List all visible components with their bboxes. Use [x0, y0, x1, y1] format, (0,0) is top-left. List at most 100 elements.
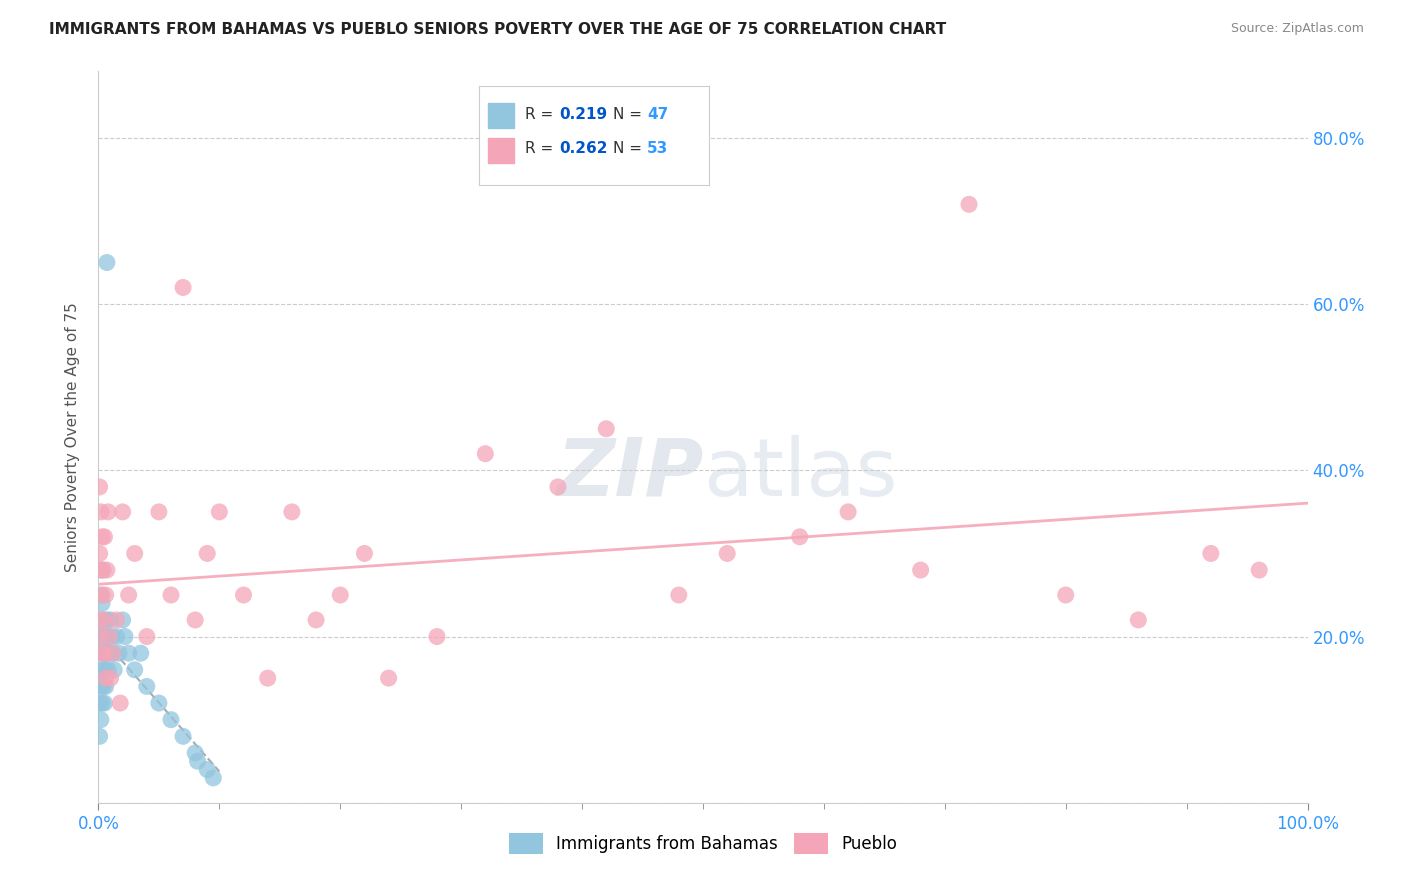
Point	[789, 530, 811, 544]
Point	[1054, 588, 1077, 602]
Point	[1249, 563, 1271, 577]
Point	[111, 505, 134, 519]
Point	[187, 754, 209, 768]
Point	[91, 563, 114, 577]
Legend: Immigrants from Bahamas, Pueblo: Immigrants from Bahamas, Pueblo	[502, 827, 904, 860]
Point	[96, 255, 118, 269]
Point	[910, 563, 932, 577]
Point	[329, 588, 352, 602]
Point	[108, 696, 131, 710]
Point	[160, 588, 183, 602]
Point	[93, 530, 115, 544]
Point	[232, 588, 254, 602]
Point	[474, 447, 496, 461]
Point	[91, 563, 114, 577]
Point	[135, 630, 157, 644]
Point	[91, 596, 114, 610]
Point	[1128, 613, 1150, 627]
Point	[129, 646, 152, 660]
Point	[89, 613, 111, 627]
Point	[101, 646, 124, 660]
Point	[94, 671, 117, 685]
Point	[89, 729, 111, 743]
Text: ZIP: ZIP	[555, 434, 703, 513]
Point	[957, 197, 980, 211]
Point	[91, 646, 114, 660]
Point	[91, 588, 114, 602]
Point	[90, 646, 112, 660]
Point	[160, 713, 183, 727]
Point	[595, 422, 617, 436]
Point	[90, 613, 112, 627]
Point	[1199, 546, 1222, 560]
Point	[716, 546, 738, 560]
Point	[90, 505, 112, 519]
Point	[118, 646, 141, 660]
Point	[93, 646, 115, 660]
Point	[90, 563, 112, 577]
Point	[93, 696, 115, 710]
Point	[96, 613, 118, 627]
Point	[100, 630, 122, 644]
Point	[148, 696, 170, 710]
Point	[94, 588, 117, 602]
Point	[114, 630, 136, 644]
Point	[89, 480, 111, 494]
Text: atlas: atlas	[703, 434, 897, 513]
Point	[91, 630, 114, 644]
Point	[111, 613, 134, 627]
Point	[91, 680, 114, 694]
Point	[103, 663, 125, 677]
Y-axis label: Seniors Poverty Over the Age of 75: Seniors Poverty Over the Age of 75	[65, 302, 80, 572]
Point	[89, 696, 111, 710]
Point	[208, 505, 231, 519]
Point	[172, 729, 194, 743]
Point	[91, 663, 114, 677]
Point	[668, 588, 690, 602]
Point	[90, 713, 112, 727]
Point	[96, 646, 118, 660]
Point	[93, 630, 115, 644]
Point	[105, 613, 128, 627]
Point	[837, 505, 859, 519]
Point	[101, 646, 124, 660]
Point	[89, 630, 111, 644]
Point	[94, 646, 117, 660]
Point	[135, 680, 157, 694]
Point	[97, 630, 120, 644]
Point	[97, 663, 120, 677]
Point	[377, 671, 399, 685]
Point	[195, 763, 218, 777]
Point	[105, 630, 128, 644]
Point	[100, 671, 122, 685]
Point	[89, 546, 111, 560]
Text: Source: ZipAtlas.com: Source: ZipAtlas.com	[1230, 22, 1364, 36]
Point	[91, 530, 114, 544]
Point	[118, 588, 141, 602]
Point	[172, 280, 194, 294]
Point	[93, 663, 115, 677]
Point	[108, 646, 131, 660]
Point	[98, 630, 121, 644]
Point	[100, 613, 122, 627]
Point	[195, 546, 218, 560]
Point	[90, 630, 112, 644]
Point	[91, 696, 114, 710]
Point	[90, 588, 112, 602]
Point	[202, 771, 225, 785]
Point	[89, 671, 111, 685]
Point	[184, 746, 207, 760]
Point	[91, 646, 114, 660]
Point	[91, 613, 114, 627]
Point	[98, 646, 121, 660]
Point	[124, 663, 146, 677]
Point	[124, 546, 146, 560]
Point	[256, 671, 278, 685]
Point	[353, 546, 375, 560]
Point	[547, 480, 569, 494]
Text: IMMIGRANTS FROM BAHAMAS VS PUEBLO SENIORS POVERTY OVER THE AGE OF 75 CORRELATION: IMMIGRANTS FROM BAHAMAS VS PUEBLO SENIOR…	[49, 22, 946, 37]
Point	[281, 505, 304, 519]
Point	[426, 630, 449, 644]
Point	[96, 563, 118, 577]
Point	[97, 505, 120, 519]
